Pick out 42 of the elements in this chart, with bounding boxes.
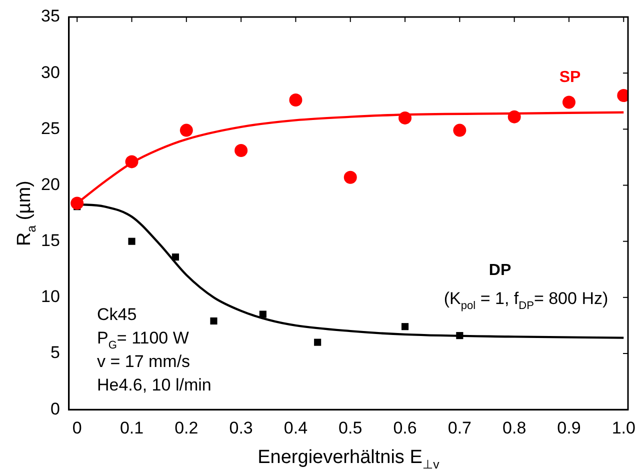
y-tick-label: 30 bbox=[40, 62, 60, 82]
x-tick-label: 0.9 bbox=[557, 418, 581, 438]
y-tick-label: 25 bbox=[40, 118, 60, 138]
x-tick-label: 0.4 bbox=[284, 418, 308, 438]
annotation: v = 17 mm/s bbox=[97, 352, 190, 371]
point bbox=[180, 124, 193, 137]
point bbox=[562, 96, 576, 109]
x-tick-label: 0.3 bbox=[229, 418, 253, 438]
y-tick-label: 35 bbox=[40, 6, 60, 26]
x-tick-label: 1.0 bbox=[612, 418, 636, 438]
point bbox=[453, 124, 466, 137]
point bbox=[508, 110, 521, 124]
x-tick-label: 0.8 bbox=[502, 418, 526, 438]
point bbox=[314, 338, 322, 346]
point bbox=[401, 323, 409, 330]
y-tick-label: 5 bbox=[50, 343, 60, 362]
series-label: SP bbox=[559, 69, 581, 86]
x-tick-label: 0.7 bbox=[448, 418, 472, 438]
point bbox=[234, 144, 248, 157]
x-tick-label: 0.2 bbox=[174, 418, 198, 438]
point bbox=[456, 332, 464, 340]
y-axis-title: Ra (µm) bbox=[14, 180, 39, 246]
x-tick-label: 0.5 bbox=[338, 418, 362, 438]
point bbox=[125, 155, 138, 168]
point bbox=[259, 310, 266, 318]
annotation: Ck45 bbox=[97, 305, 137, 324]
y-tick-label: 10 bbox=[40, 287, 60, 306]
y-tick-label: 20 bbox=[40, 174, 60, 194]
x-tick-label: 0.6 bbox=[393, 418, 417, 438]
point bbox=[210, 317, 218, 325]
x-tick-label: 0.1 bbox=[120, 418, 144, 438]
x-tick-label: 0 bbox=[72, 418, 82, 438]
point bbox=[70, 196, 84, 210]
point bbox=[344, 170, 357, 184]
text: DP bbox=[488, 262, 512, 279]
point bbox=[398, 111, 412, 124]
annotation: He4.6, 10 l/min bbox=[97, 376, 212, 394]
y-tick-label: 0 bbox=[50, 399, 60, 418]
point bbox=[172, 254, 180, 261]
y-tick-label: 15 bbox=[40, 231, 60, 250]
point bbox=[289, 94, 302, 107]
point bbox=[128, 238, 136, 245]
